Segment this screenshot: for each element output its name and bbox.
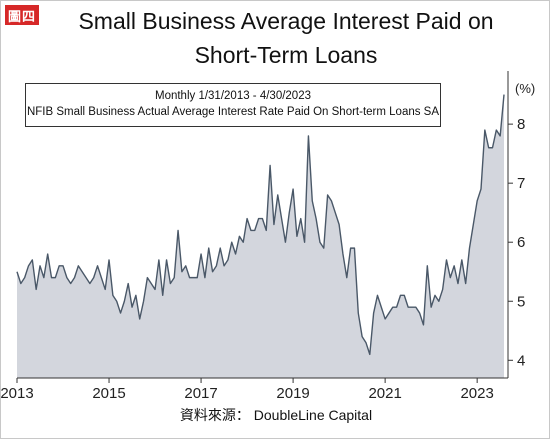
series-line (16, 94, 505, 356)
legend-box: Monthly 1/31/2013 - 4/30/2023 NFIB Small… (25, 83, 441, 127)
y-tick-label: 4 (517, 352, 525, 369)
y-axis-unit: (%) (515, 81, 536, 96)
x-tick-label: 2023 (460, 385, 493, 402)
chart-title-line1: Small Business Average Interest Paid on (78, 8, 494, 34)
y-tick-label: 7 (517, 175, 525, 192)
x-tick-label: 2019 (276, 385, 309, 402)
y-tick-label: 8 (517, 116, 525, 133)
x-tick-label: 2021 (368, 385, 401, 402)
chart-title-line2: Short-Term Loans (194, 42, 378, 68)
x-tick-label: 2017 (184, 385, 217, 402)
legend-series: NFIB Small Business Actual Average Inter… (26, 106, 440, 118)
figure-badge: 圖四 (5, 5, 39, 25)
source-note: 資料來源： DoubleLine Capital (179, 407, 373, 423)
y-tick-label: 5 (517, 293, 525, 310)
x-tick-label: 2013 (1, 385, 34, 402)
x-tick-label: 2015 (92, 385, 125, 402)
legend-period: Monthly 1/31/2013 - 4/30/2023 (154, 90, 311, 102)
area-fill (17, 94, 504, 379)
y-tick-label: 6 (517, 234, 525, 251)
